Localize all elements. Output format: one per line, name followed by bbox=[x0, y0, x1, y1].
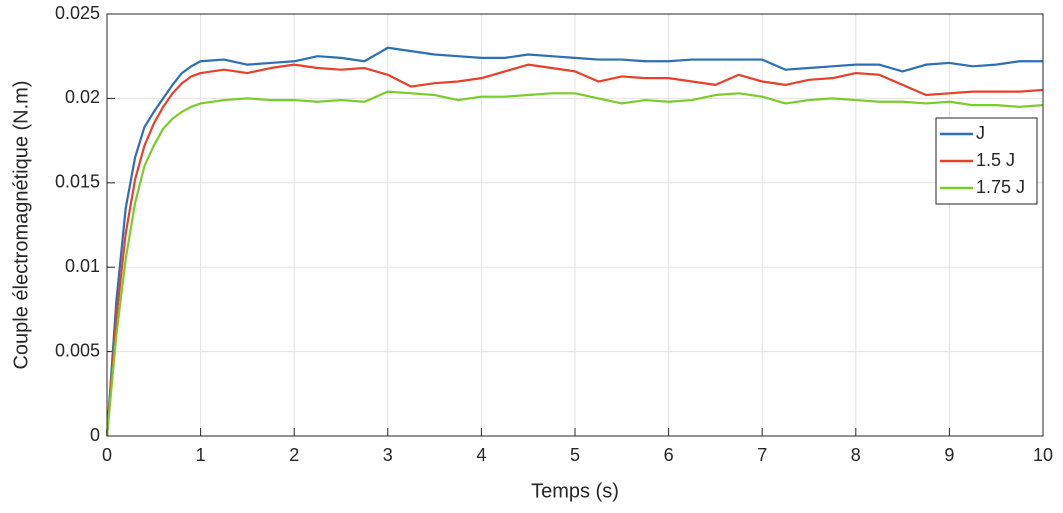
x-tick-label: 9 bbox=[944, 445, 954, 465]
y-tick-label: 0.005 bbox=[55, 340, 100, 360]
data-line bbox=[105, 46, 1043, 437]
x-tick-label: 4 bbox=[476, 445, 486, 465]
legend-label: 1.5 J bbox=[976, 150, 1015, 170]
x-axis-label: Temps (s) bbox=[531, 480, 619, 502]
legend-label: J bbox=[976, 123, 985, 143]
y-tick-label: 0.01 bbox=[65, 256, 100, 276]
data-line bbox=[105, 63, 1044, 437]
x-tick-label: 8 bbox=[851, 445, 861, 465]
y-axis-label: Couple électromagnétique (N.m) bbox=[10, 80, 32, 369]
plot-frame bbox=[106, 13, 1044, 437]
y-tick-label: 0.02 bbox=[65, 87, 100, 107]
legend: J 1.5 J 1.75 J bbox=[935, 117, 1038, 205]
legend-label: 1.75 J bbox=[976, 177, 1025, 197]
x-tick-label: 0 bbox=[102, 445, 112, 465]
x-tick-label: 2 bbox=[289, 445, 299, 465]
y-tick-label: 0 bbox=[90, 425, 100, 445]
x-tick-label: 1 bbox=[196, 445, 206, 465]
x-tick-label: 5 bbox=[570, 445, 580, 465]
y-tick-label: 0.025 bbox=[55, 3, 100, 23]
x-tick-label: 7 bbox=[757, 445, 767, 465]
x-tick-label: 3 bbox=[383, 445, 393, 465]
data-line bbox=[105, 90, 1044, 437]
y-tick-label: 0.015 bbox=[55, 172, 100, 192]
x-tick-label: 10 bbox=[1033, 445, 1053, 465]
x-tick-label: 6 bbox=[664, 445, 674, 465]
